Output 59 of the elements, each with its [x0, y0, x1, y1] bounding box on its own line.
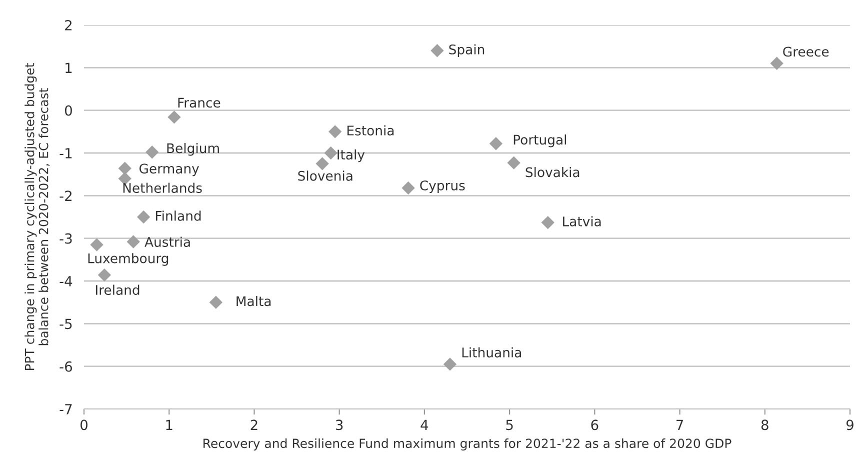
x-tick-label: 6 [591, 420, 598, 430]
point [324, 146, 338, 160]
point [489, 137, 503, 150]
annotation: Portugal [514, 134, 566, 148]
annotation: France [178, 98, 220, 108]
annotation: Ireland [96, 284, 140, 295]
x-tick-label: 8 [761, 420, 768, 430]
y-tick-label: -2 [60, 190, 72, 201]
point [770, 56, 784, 70]
y-axis-title: PPT change in primary cyclically-adjusted budget balance between 2020-2022, EC forecast [24, 63, 50, 370]
annotation: Estonia [347, 125, 394, 136]
y-tick-label: -1 [60, 148, 72, 158]
point [316, 157, 329, 170]
x-tick-label: 1 [166, 420, 172, 430]
point [430, 44, 444, 58]
x-tick-label: 9 [846, 420, 854, 430]
point [507, 156, 520, 170]
annotation: Malta [236, 296, 271, 306]
point [209, 296, 223, 309]
point [98, 268, 112, 282]
point [146, 146, 159, 159]
point [402, 181, 415, 195]
annotation: Germany [139, 164, 199, 176]
point [126, 235, 140, 248]
x-tick-label: 5 [506, 420, 513, 430]
annotation: Luxembourg [88, 253, 168, 266]
annotation: Netherlands [123, 182, 202, 193]
x-tick-label: 3 [336, 420, 343, 430]
y-tick-label: -6 [60, 361, 72, 372]
annotation: Belgium [167, 142, 219, 156]
x-tick-label: 7 [676, 420, 684, 430]
x-tick-label: 2 [250, 420, 258, 430]
point [90, 238, 104, 252]
annotation: Cyprus [420, 180, 465, 193]
annotation: Greece [783, 46, 829, 57]
point [328, 125, 342, 138]
point [168, 110, 181, 124]
annotation: Slovenia [298, 170, 352, 181]
x-axis-title: Recovery and Resilience Fund maximum grants for 2021-'22 as a share of 2020 GDP [204, 438, 732, 451]
y-tick-label: 2 [65, 20, 72, 30]
y-tick-label: -4 [60, 276, 72, 286]
y-tick-label: -5 [60, 318, 72, 330]
annotation: Lithuania [462, 347, 522, 358]
point [541, 216, 554, 230]
annotation: Slovakia [526, 166, 580, 178]
x-tick-label: 0 [80, 420, 88, 430]
annotation: Latvia [563, 216, 601, 226]
x-tick-label: 4 [420, 420, 428, 430]
annotation: Italy [338, 149, 365, 162]
point [443, 358, 457, 371]
y-tick-label: 1 [66, 62, 72, 73]
y-tick-label: -3 [60, 233, 72, 244]
annotation: Spain [449, 44, 484, 57]
point [136, 210, 150, 224]
y-tick-label: -7 [60, 404, 72, 414]
annotation: Austria [144, 236, 190, 247]
annotation: Finland [156, 210, 201, 221]
y-tick-label: 0 [64, 105, 72, 116]
point [118, 162, 132, 175]
